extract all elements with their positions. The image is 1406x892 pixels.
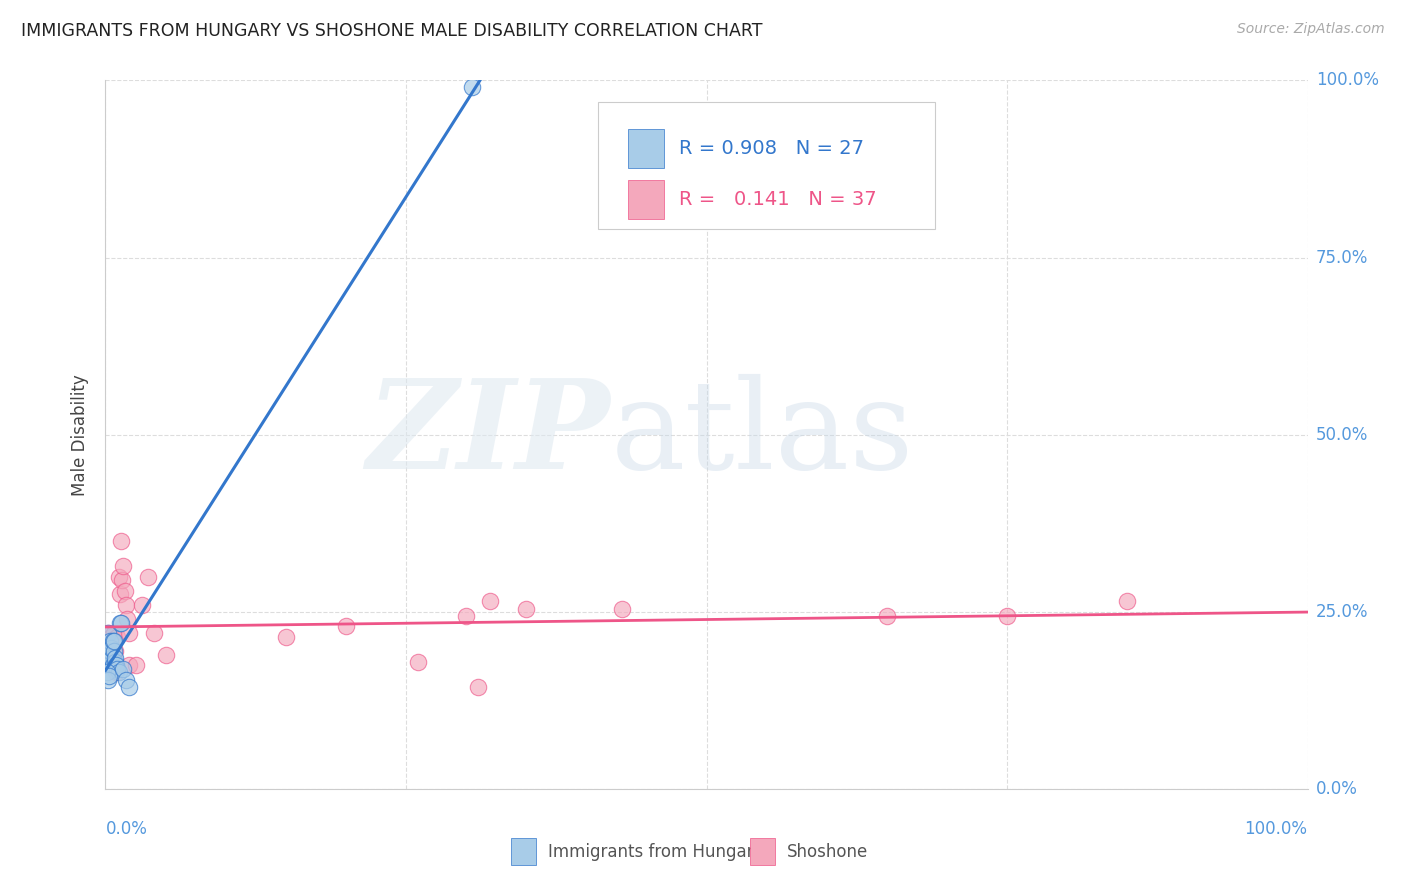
Point <box>479 594 502 608</box>
Point <box>103 626 125 640</box>
FancyBboxPatch shape <box>599 102 935 229</box>
Y-axis label: Male Disability: Male Disability <box>72 374 90 496</box>
Point <box>454 608 477 623</box>
Point <box>98 644 121 658</box>
Point <box>100 651 122 665</box>
Point <box>100 640 122 655</box>
Text: 100.0%: 100.0% <box>1244 820 1308 838</box>
Point <box>118 658 141 673</box>
Point <box>1116 594 1139 608</box>
Point <box>98 640 121 655</box>
Point <box>107 630 129 644</box>
Point <box>995 608 1018 623</box>
Point <box>612 601 634 615</box>
Point <box>274 630 297 644</box>
Text: 75.0%: 75.0% <box>1316 249 1368 267</box>
Text: 0.0%: 0.0% <box>1316 780 1358 798</box>
Point <box>104 651 127 665</box>
Point <box>136 570 159 584</box>
Point <box>97 640 120 655</box>
Text: Source: ZipAtlas.com: Source: ZipAtlas.com <box>1237 22 1385 37</box>
Point <box>110 615 132 630</box>
Point <box>108 587 131 601</box>
Text: Shoshone: Shoshone <box>787 843 868 861</box>
Text: 100.0%: 100.0% <box>1316 71 1379 89</box>
Point <box>98 669 121 683</box>
Point <box>124 658 146 673</box>
Point <box>155 648 177 662</box>
Point <box>118 680 141 694</box>
Point <box>111 573 134 587</box>
Point <box>98 633 121 648</box>
Point <box>115 612 138 626</box>
Point <box>142 626 165 640</box>
Text: Immigrants from Hungary: Immigrants from Hungary <box>547 843 763 861</box>
Text: IMMIGRANTS FROM HUNGARY VS SHOSHONE MALE DISABILITY CORRELATION CHART: IMMIGRANTS FROM HUNGARY VS SHOSHONE MALE… <box>21 22 762 40</box>
Point <box>101 640 124 655</box>
Point <box>101 658 124 673</box>
Text: 25.0%: 25.0% <box>1316 603 1368 621</box>
Point <box>104 644 127 658</box>
Point <box>406 655 429 669</box>
Point <box>112 559 135 574</box>
Point <box>97 673 120 687</box>
FancyBboxPatch shape <box>628 128 665 168</box>
Point <box>98 648 121 662</box>
Text: ZIP: ZIP <box>367 374 610 496</box>
Point <box>107 662 129 676</box>
Text: R =   0.141   N = 37: R = 0.141 N = 37 <box>679 190 876 209</box>
Point <box>108 615 131 630</box>
Point <box>98 644 121 658</box>
Point <box>110 534 132 549</box>
Point <box>107 662 129 676</box>
Text: 50.0%: 50.0% <box>1316 425 1368 444</box>
Point <box>100 630 122 644</box>
Point <box>96 658 118 673</box>
Point <box>515 601 537 615</box>
Point <box>103 633 125 648</box>
Point <box>114 583 136 598</box>
Point <box>112 662 135 676</box>
Point <box>101 633 124 648</box>
Point <box>467 680 489 694</box>
Point <box>97 626 120 640</box>
Point <box>115 598 138 612</box>
Point <box>98 651 121 665</box>
Point <box>876 608 898 623</box>
Point <box>96 665 118 680</box>
Point <box>107 665 129 680</box>
Text: R = 0.908   N = 27: R = 0.908 N = 27 <box>679 139 863 158</box>
Point <box>131 598 153 612</box>
Point <box>103 644 125 658</box>
FancyBboxPatch shape <box>628 180 665 219</box>
Point <box>118 626 141 640</box>
Point <box>104 655 127 669</box>
Text: atlas: atlas <box>610 375 914 495</box>
Point <box>335 619 357 633</box>
Text: 0.0%: 0.0% <box>105 820 148 838</box>
Point <box>100 651 122 665</box>
Point <box>107 570 129 584</box>
Point <box>461 80 484 95</box>
Point <box>105 658 128 673</box>
Point <box>115 673 138 687</box>
Point <box>97 626 120 640</box>
Point <box>105 665 128 680</box>
